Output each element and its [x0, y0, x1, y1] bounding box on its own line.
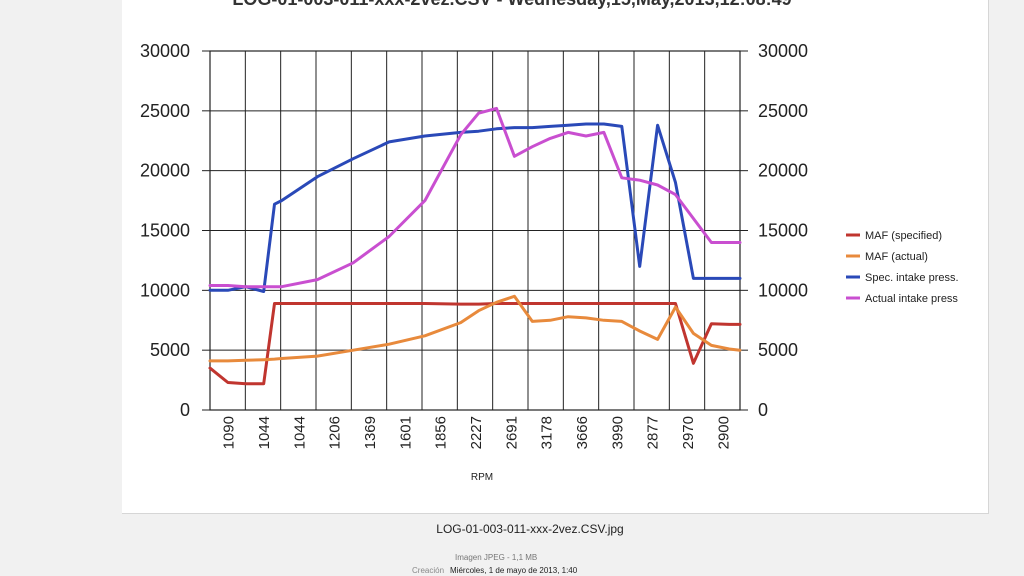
x-tick-label: 1856: [433, 416, 450, 449]
created-value: Miércoles, 1 de mayo de 2013, 1:40: [450, 566, 578, 575]
x-tick-label: 3178: [539, 416, 556, 449]
x-tick-label: 1601: [397, 416, 414, 449]
series-line-1: [208, 302, 742, 386]
x-tick-label: 1044: [256, 416, 273, 449]
x-axis-label: RPM: [471, 472, 493, 483]
file-created: Creación Miércoles, 1 de mayo de 2013, 1:…: [412, 566, 577, 575]
chart-grid: [202, 50, 748, 411]
plot-frame: [209, 50, 741, 411]
file-caption: LOG-01-003-011-xxx-2vez.CSV.jpg: [436, 522, 624, 536]
x-tick-label: 3990: [609, 416, 626, 449]
legend-label: Spec. intake press.: [865, 272, 959, 284]
x-axis: 1090 1044 1044 1206 1369 1601 1856 2227 2691 3178…: [221, 416, 733, 449]
x-tick-label: 1044: [291, 416, 308, 449]
legend-label: MAF (actual): [865, 251, 928, 263]
created-key: Creación: [412, 566, 445, 575]
legend-label: MAF (specified): [865, 230, 942, 242]
x-tick-label: 1090: [221, 416, 238, 449]
x-tick-label: 2970: [680, 416, 697, 449]
y-tick-label-left: 15000: [140, 221, 190, 241]
y-tick-label-left: 30000: [140, 41, 190, 61]
x-tick-label: 2691: [503, 416, 520, 449]
series-line-2: [208, 294, 742, 363]
chart-title: LOG-01-003-011-xxx-2vez.CSV - Wednesday,…: [0, 0, 1024, 10]
legend-label: Actual intake press: [865, 293, 958, 305]
series-line-3: [208, 122, 742, 293]
y-tick-label-right: 30000: [758, 41, 808, 61]
chart-series: [208, 106, 742, 386]
x-tick-label: 2900: [715, 416, 732, 449]
y-tick-label-right: 5000: [758, 340, 798, 360]
y-tick-label-left: 0: [180, 400, 190, 420]
y-tick-label-right: 15000: [758, 221, 808, 241]
x-tick-label: 1369: [362, 416, 379, 449]
chart-legend: MAF (specified) MAF (actual) Spec. intake …: [846, 230, 959, 305]
y-axis-right: 0 5000 10000 15000 20000 25000 30000: [758, 41, 808, 420]
y-axis-left: 0 5000 10000 15000 20000 25000 30000: [140, 41, 190, 420]
file-info: Imagen JPEG - 1,1 MB: [455, 553, 538, 562]
x-tick-label: 2877: [645, 416, 662, 449]
y-tick-label-right: 20000: [758, 161, 808, 181]
y-tick-label-right: 10000: [758, 280, 808, 300]
x-tick-label: 1206: [327, 416, 344, 449]
line-chart: 0 5000 10000 15000 20000 25000 30000 0 5000 1000…: [140, 41, 959, 483]
y-tick-label-right: 25000: [758, 101, 808, 121]
x-tick-label: 2227: [468, 416, 485, 449]
y-tick-label-left: 10000: [140, 280, 190, 300]
y-tick-label-left: 20000: [140, 161, 190, 181]
y-tick-label-right: 0: [758, 400, 768, 420]
y-tick-label-left: 5000: [150, 340, 190, 360]
y-tick-label-left: 25000: [140, 101, 190, 121]
series-line-4: [208, 106, 742, 289]
x-tick-label: 3666: [574, 416, 591, 449]
